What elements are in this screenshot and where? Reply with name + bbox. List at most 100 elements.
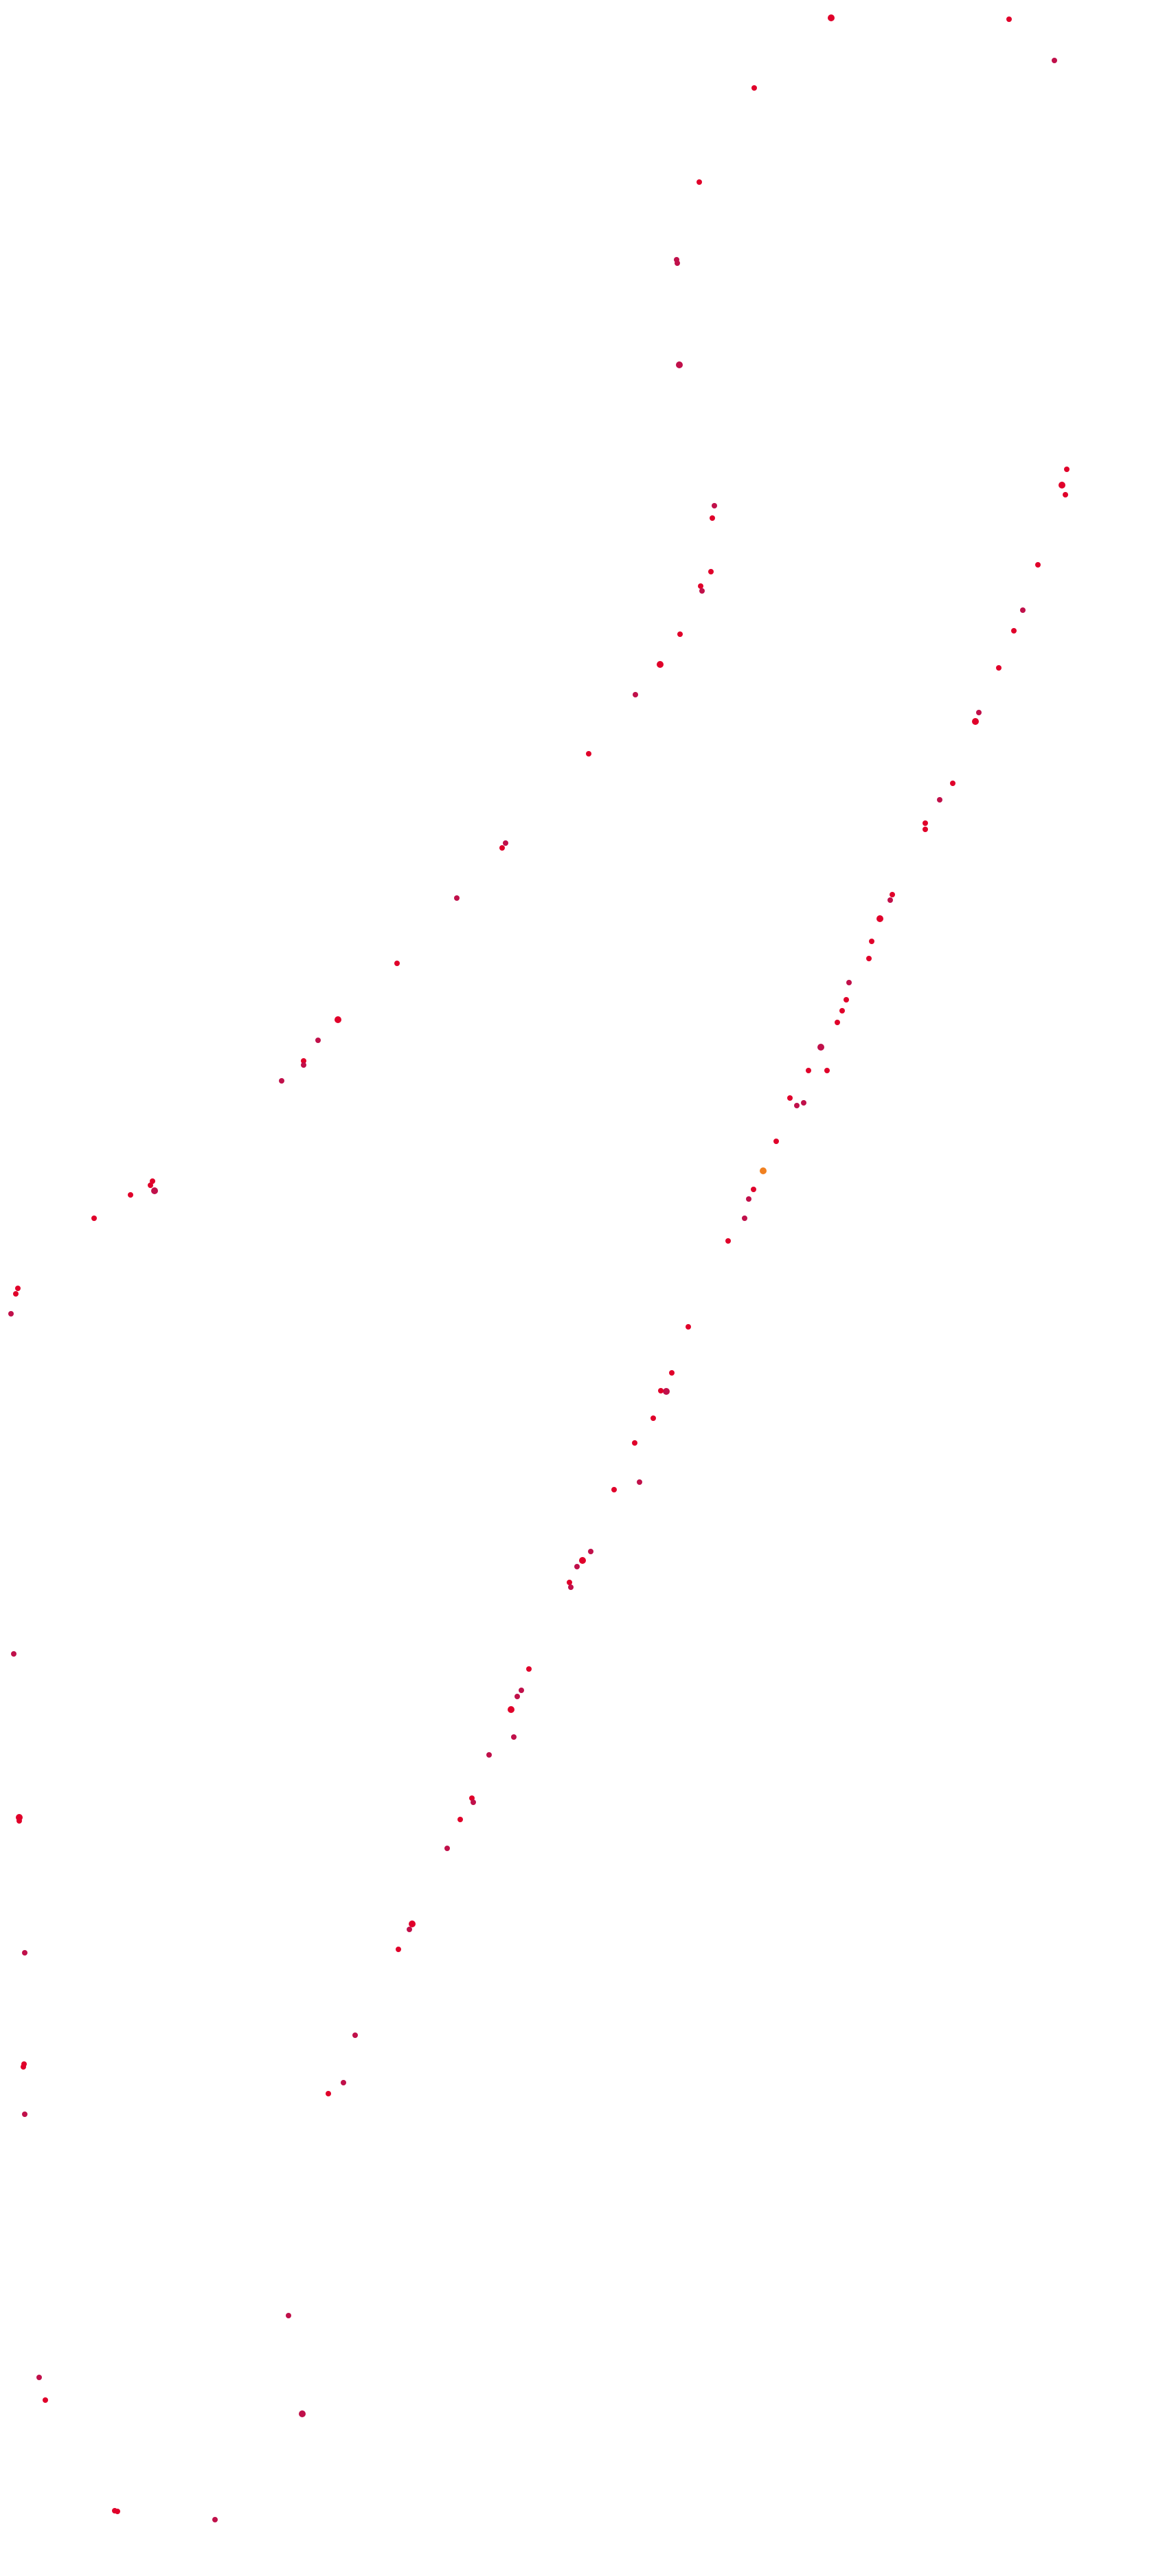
red-dot <box>1006 16 1012 22</box>
red-dot <box>751 1187 756 1192</box>
red-dot <box>91 1216 97 1221</box>
red-dot <box>950 781 955 786</box>
red-dot <box>326 2091 331 2096</box>
red-dot <box>1020 607 1026 613</box>
red-dot <box>15 1286 21 1291</box>
red-dot <box>669 1370 675 1376</box>
red-dot <box>632 1440 637 1446</box>
red-dot <box>725 1238 731 1244</box>
red-dot <box>828 14 835 21</box>
red-dot <box>890 892 895 897</box>
red-dot <box>794 1103 800 1108</box>
red-dot <box>787 1095 793 1101</box>
red-dot <box>43 2397 48 2403</box>
red-dot <box>773 1139 779 1144</box>
red-dot <box>352 2032 358 2038</box>
red-dot <box>409 1920 416 1927</box>
red-dot <box>801 1100 806 1106</box>
red-dot <box>394 961 400 966</box>
red-dot <box>751 85 757 91</box>
red-dot <box>16 1818 22 1824</box>
red-dot <box>335 1016 341 1023</box>
red-dot <box>663 1388 670 1395</box>
red-dot <box>1011 628 1017 634</box>
red-dot <box>508 1706 514 1713</box>
red-dot <box>746 1196 751 1202</box>
red-dot <box>457 1817 463 1822</box>
red-dot <box>611 1487 617 1492</box>
red-dot <box>526 1666 532 1672</box>
red-dot <box>698 583 703 589</box>
red-dot <box>128 1192 133 1198</box>
red-dot <box>499 845 505 851</box>
red-dot <box>923 820 928 826</box>
red-dot <box>742 1216 747 1221</box>
red-dot <box>148 1183 153 1188</box>
red-dot <box>150 1178 155 1184</box>
red-dot <box>1063 492 1068 497</box>
red-dot <box>486 1752 492 1758</box>
red-dot <box>650 1415 656 1421</box>
red-dot <box>407 1927 412 1932</box>
red-dot <box>21 2064 26 2070</box>
red-dot <box>675 260 680 266</box>
red-dot <box>519 1688 524 1693</box>
red-dot <box>13 1291 19 1297</box>
red-dot <box>637 1479 642 1485</box>
red-dot <box>869 939 874 944</box>
red-dot <box>511 1734 517 1740</box>
red-dot <box>586 751 591 757</box>
red-dot <box>301 1058 306 1064</box>
red-dot <box>699 588 705 594</box>
red-dot <box>866 956 872 961</box>
red-dot <box>574 1564 580 1569</box>
red-dot <box>36 2375 42 2380</box>
red-dot <box>567 1580 572 1585</box>
red-dot <box>514 1694 520 1699</box>
red-dot <box>1059 482 1065 489</box>
red-dot <box>937 797 942 803</box>
red-dot <box>712 503 717 508</box>
red-dot <box>1064 467 1070 472</box>
red-dot <box>887 897 893 903</box>
red-dot <box>212 2517 218 2522</box>
red-dot <box>972 718 979 725</box>
red-dot <box>286 2313 291 2318</box>
red-dot <box>115 2509 120 2514</box>
red-dot <box>824 1068 830 1073</box>
red-dot <box>658 1388 664 1393</box>
red-dot <box>633 692 638 697</box>
red-dot <box>588 1549 593 1554</box>
red-dot <box>708 569 714 574</box>
red-dot <box>22 1950 27 1956</box>
red-dot <box>697 179 702 185</box>
red-dot <box>471 1800 476 1805</box>
red-dot <box>151 1187 158 1194</box>
red-dot <box>817 1044 824 1051</box>
red-dot <box>846 980 852 985</box>
red-dot <box>579 1557 586 1564</box>
red-dot <box>444 1846 450 1851</box>
red-dot <box>22 2112 27 2117</box>
red-dot <box>299 2410 306 2417</box>
red-dot <box>11 1651 16 1657</box>
red-dot <box>279 1078 284 1084</box>
red-dot <box>657 661 664 668</box>
red-dot <box>760 1167 767 1174</box>
red-dot <box>676 361 683 368</box>
red-dot <box>1052 58 1057 63</box>
red-dot <box>806 1068 811 1073</box>
red-dot <box>8 1311 14 1317</box>
red-dot <box>876 915 883 922</box>
red-dot <box>839 1008 845 1013</box>
red-dot <box>301 1062 306 1068</box>
red-dot <box>1035 562 1041 568</box>
red-dot <box>503 840 508 846</box>
red-dot <box>996 665 1002 671</box>
red-dot <box>844 997 849 1003</box>
red-dot <box>568 1584 574 1590</box>
red-dot <box>396 1947 401 1952</box>
red-dot <box>710 515 715 521</box>
